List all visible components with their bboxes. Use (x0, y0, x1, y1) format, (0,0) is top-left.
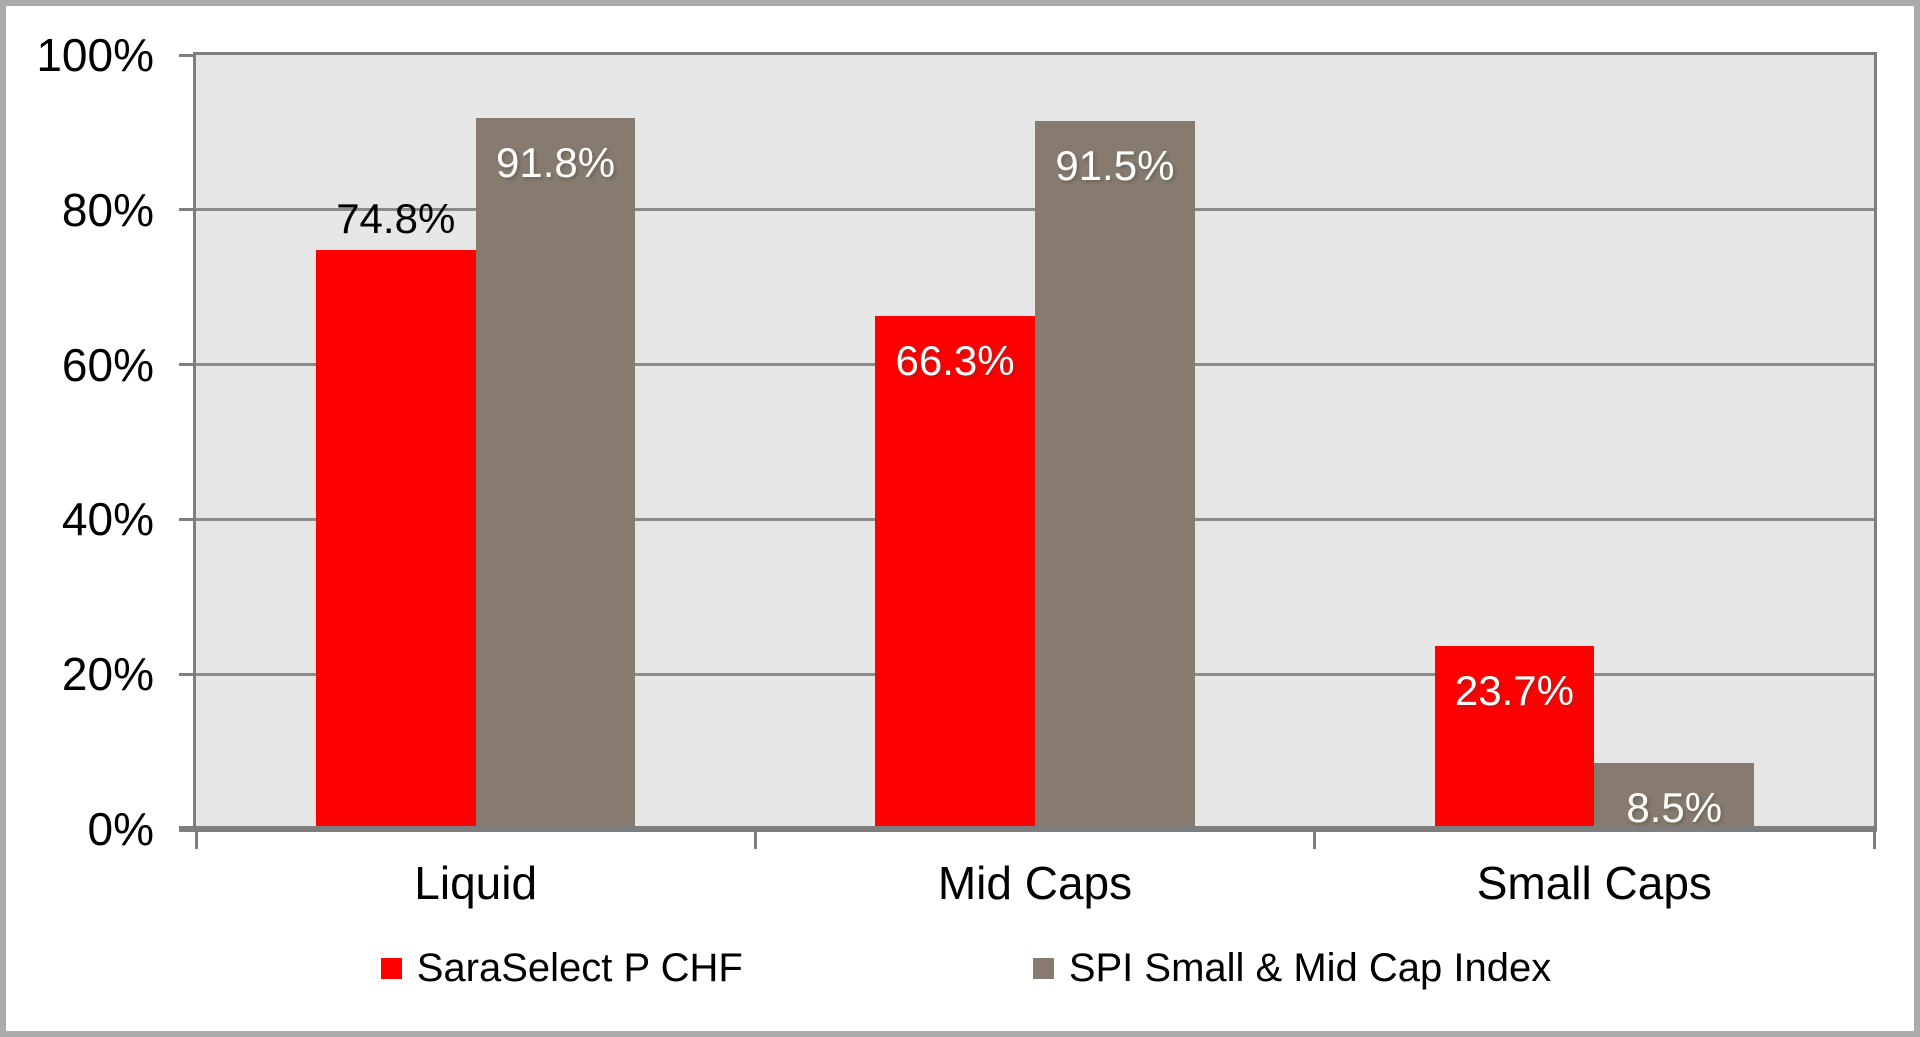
y-axis-tick (179, 53, 196, 57)
bar-saraselect-p-chf-mid-caps (875, 315, 1035, 829)
y-axis-label-40: 40% (61, 493, 154, 546)
y-axis-label-100: 100% (36, 29, 154, 81)
legend-label-saraselect-p-chf: SaraSelect P CHF (416, 946, 743, 990)
data-label-spi-small-mid-cap-index-liquid: 91.8% (496, 139, 616, 187)
bar-spi-small-mid-cap-index-small-caps (1594, 763, 1755, 829)
data-label-saraselect-p-chf-liquid: 74.8% (336, 195, 456, 243)
data-label-spi-small-mid-cap-index-mid-caps: 91.5% (1055, 141, 1175, 189)
bar-saraselect-p-chf-liquid (315, 250, 476, 829)
legend-item-saraselect-p-chf: SaraSelect P CHF (380, 944, 743, 992)
legend-swatch-icon-spi-small-mid-cap-index (1032, 957, 1054, 979)
legend-swatch-icon-saraselect-p-chf (380, 957, 402, 979)
x-axis-category-small-caps: Small Caps (1476, 857, 1712, 909)
y-axis-label-20: 20% (61, 648, 154, 701)
data-label-spi-small-mid-cap-index-small-caps: 8.5% (1626, 784, 1723, 832)
data-label-saraselect-p-chf-small-caps: 23.7% (1454, 666, 1574, 714)
y-axis-tick (179, 672, 196, 676)
y-axis-label-80: 80% (61, 183, 154, 236)
bar-saraselect-p-chf-small-caps (1434, 645, 1595, 829)
y-axis-tick (179, 827, 196, 831)
x-axis-tick (753, 832, 757, 849)
x-axis-category-mid-caps: Mid Caps (937, 857, 1133, 909)
chart-legend: SaraSelect P CHF SPI Small & Mid Cap Inde… (6, 944, 1920, 992)
x-axis-line (179, 826, 1874, 832)
x-axis-tick (1313, 832, 1317, 849)
legend-item-spi-small-mid-cap-index: SPI Small & Mid Cap Index (1032, 944, 1552, 992)
y-axis-label-0: 0% (87, 803, 154, 855)
legend-label-spi-small-mid-cap-index: SPI Small & Mid Cap Index (1068, 946, 1552, 990)
data-label-saraselect-p-chf-mid-caps: 66.3% (895, 336, 1015, 384)
bar-spi-small-mid-cap-index-mid-caps (1035, 120, 1195, 829)
y-axis-tick (179, 208, 196, 212)
x-axis-tick (1872, 832, 1876, 849)
y-axis-tick (179, 363, 196, 367)
bar-chart: 0% 20% 40% 60% 80% 100% 74.8% 66.3% 23.7% 91.8% 91… (6, 6, 1914, 1031)
y-axis-tick (179, 517, 196, 521)
y-axis-label-60: 60% (61, 338, 154, 391)
x-axis-category-liquid: Liquid (414, 857, 538, 909)
bar-spi-small-mid-cap-index-liquid (475, 118, 636, 829)
x-axis-tick (194, 832, 198, 849)
